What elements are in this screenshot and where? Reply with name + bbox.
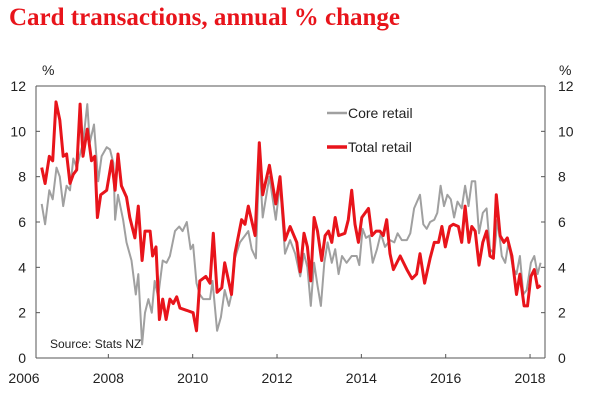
y-tick-label-right: 4 (558, 259, 566, 275)
y-tick-label-right: 0 (558, 350, 566, 366)
y-axis-unit-right: % (559, 62, 571, 78)
y-tick-label-right: 2 (558, 305, 566, 321)
y-tick-label-left: 10 (10, 123, 26, 139)
y-tick-label-right: 6 (558, 214, 566, 230)
y-tick-label-left: 8 (18, 169, 26, 185)
y-tick-label-left: 2 (18, 305, 26, 321)
x-tick-label: 2012 (261, 370, 292, 386)
y-tick-label-left: 6 (18, 214, 26, 230)
x-tick-label: 2018 (514, 370, 545, 386)
y-tick-label-left: 12 (10, 78, 26, 94)
legend-label-total: Total retail (348, 139, 412, 155)
series-line-core-retail (40, 103, 542, 346)
x-tick-label: 2006 (8, 370, 39, 386)
x-tick-label: 2016 (430, 370, 461, 386)
x-tick-label: 2008 (93, 370, 124, 386)
series-lines (40, 100, 542, 346)
y-tick-label-left: 0 (18, 350, 26, 366)
chart-title: Card transactions, annual % change (9, 4, 401, 31)
axes: 0 0 2 2 4 4 6 6 8 8 10 10 12 12 2006 2008 2010 2012 2014 20… (8, 78, 573, 386)
legend-label-core: Core retail (348, 105, 413, 121)
x-tick-label: 2014 (346, 370, 377, 386)
y-tick-label-left: 4 (18, 259, 26, 275)
y-tick-label-right: 12 (558, 78, 574, 94)
y-tick-label-right: 10 (558, 123, 574, 139)
y-tick-label-right: 8 (558, 169, 566, 185)
series-line-total-retail (40, 100, 542, 333)
x-tick-label: 2010 (177, 370, 208, 386)
legend: Core retail Total retail (327, 105, 413, 155)
y-axis-unit-left: % (42, 62, 54, 78)
source-note: Source: Stats NZ (50, 337, 141, 351)
